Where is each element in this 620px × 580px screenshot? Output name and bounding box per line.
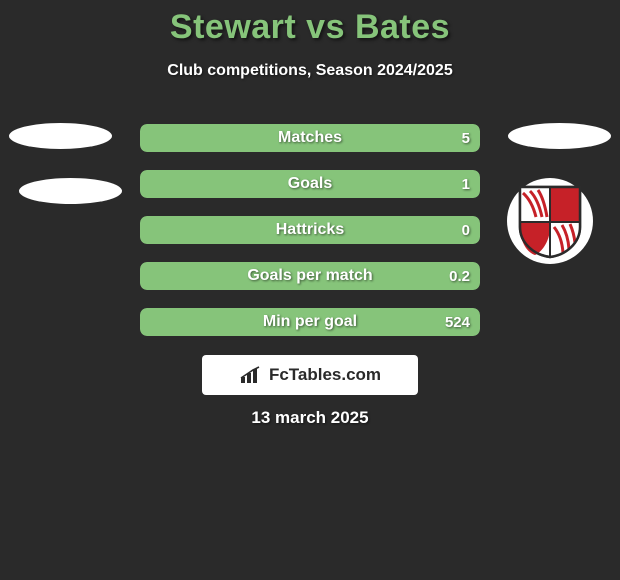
club-crest: [500, 178, 600, 264]
bar-goals-per-match: Goals per match 0.2: [140, 262, 480, 290]
bar-label: Goals per match: [140, 262, 480, 290]
page-title: Stewart vs Bates: [0, 8, 620, 47]
bar-matches: Matches 5: [140, 124, 480, 152]
player-right-photo-placeholder: [508, 123, 611, 149]
bar-value: 524: [445, 308, 470, 336]
bar-label: Matches: [140, 124, 480, 152]
bar-value: 5: [462, 124, 470, 152]
bar-value: 1: [462, 170, 470, 198]
bar-goals: Goals 1: [140, 170, 480, 198]
bar-label: Hattricks: [140, 216, 480, 244]
brand-text: FcTables.com: [269, 365, 381, 385]
bar-hattricks: Hattricks 0: [140, 216, 480, 244]
club-crest-circle: [507, 178, 593, 264]
bar-label: Min per goal: [140, 308, 480, 336]
bar-label: Goals: [140, 170, 480, 198]
bar-value: 0.2: [449, 262, 470, 290]
subtitle: Club competitions, Season 2024/2025: [0, 62, 620, 80]
bar-min-per-goal: Min per goal 524: [140, 308, 480, 336]
bar-value: 0: [462, 216, 470, 244]
player-left-photo-placeholder-1: [9, 123, 112, 149]
bar-chart-icon: [239, 365, 263, 385]
player-left-photo-placeholder-2: [19, 178, 122, 204]
brand-box: FcTables.com: [202, 355, 418, 395]
shield-icon: [516, 183, 584, 259]
stat-bars: Matches 5 Goals 1 Hattricks 0 Goals per …: [140, 124, 480, 354]
date-text: 13 march 2025: [0, 408, 620, 428]
